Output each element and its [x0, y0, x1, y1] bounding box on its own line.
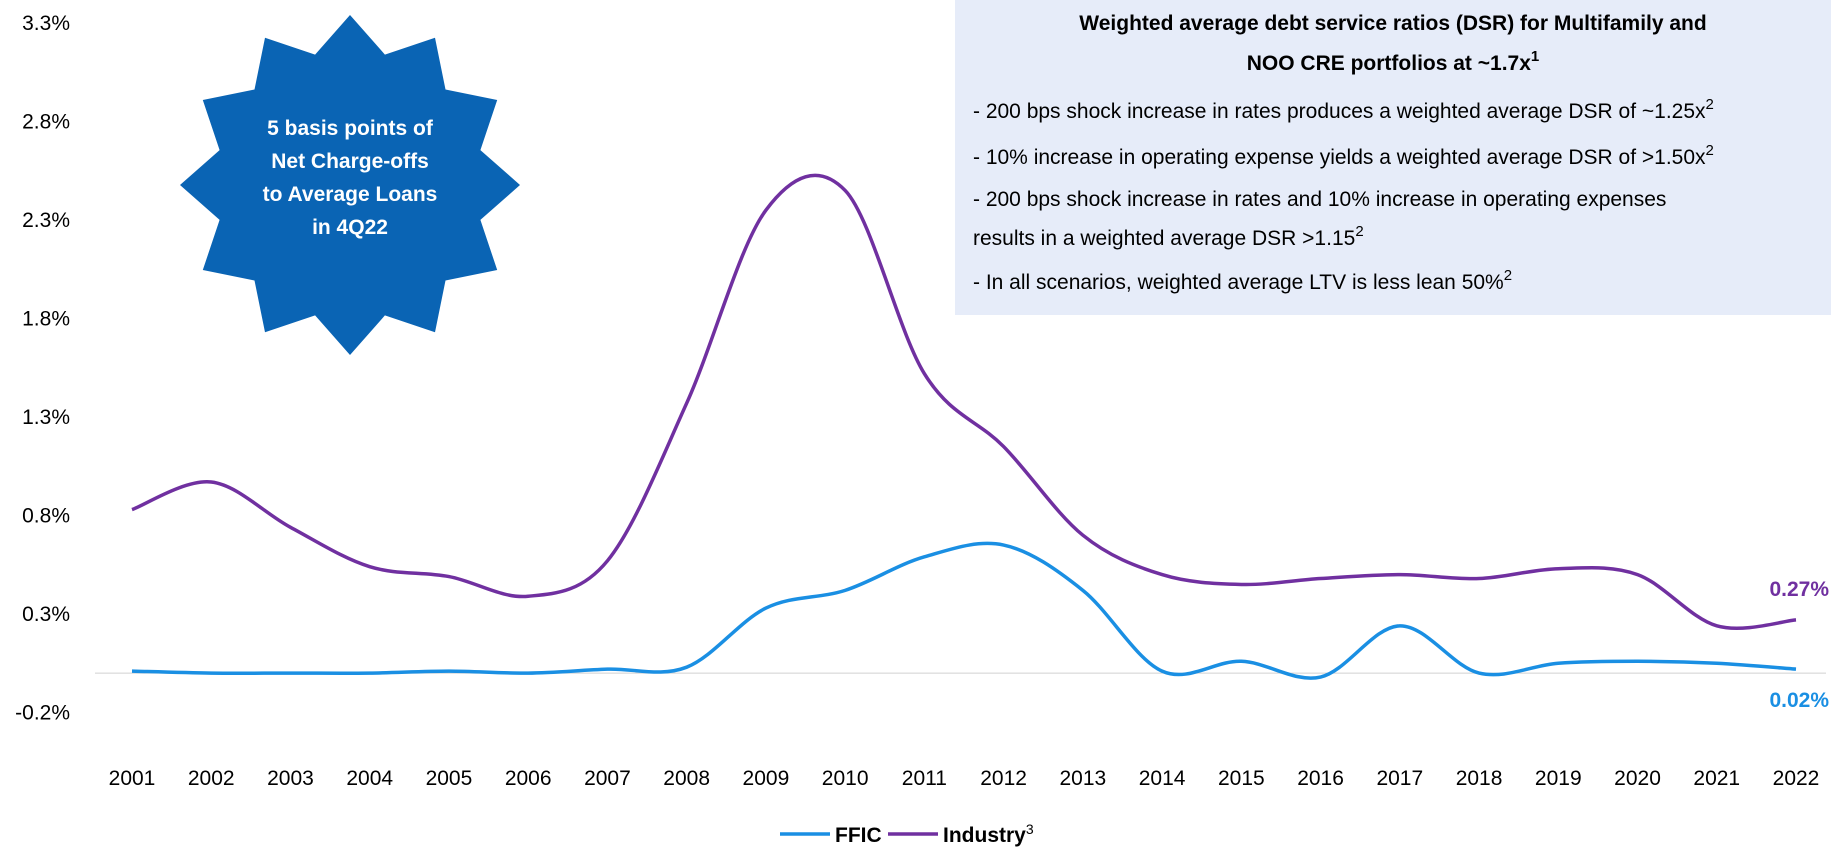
x-tick-label: 2017 [1376, 767, 1423, 790]
info-line: - 200 bps shock increase in rates produc… [973, 100, 1706, 123]
superscript: 1 [1531, 48, 1539, 65]
x-tick-label: 2022 [1773, 767, 1820, 790]
callout-text: in 4Q22 [312, 216, 388, 239]
info-text: NOO CRE portfolios at ~1.7x1 [1247, 48, 1539, 75]
x-tick-label: 2009 [743, 767, 790, 790]
x-tick-label: 2006 [505, 767, 552, 790]
legend-footnote: 3 [1026, 821, 1034, 837]
y-tick-label: 0.3% [22, 603, 70, 626]
info-line: - 10% increase in operating expense yiel… [973, 146, 1706, 169]
info-text: - 200 bps shock increase in rates and 10… [973, 188, 1666, 211]
info-text: - In all scenarios, weighted average LTV… [973, 267, 1512, 294]
legend-label: FFIC [835, 824, 882, 847]
series-line [131, 173, 1797, 630]
info-text: results in a weighted average DSR >1.152 [973, 223, 1364, 250]
x-tick-label: 2012 [980, 767, 1027, 790]
y-tick-label: 0.8% [22, 505, 70, 528]
info-box [955, 0, 1831, 315]
y-tick-label: 2.3% [22, 209, 70, 232]
x-tick-label: 2004 [346, 767, 393, 790]
x-tick-label: 2010 [822, 767, 869, 790]
x-tick-label: 2014 [1139, 767, 1186, 790]
superscript: 2 [1504, 267, 1512, 284]
x-tick-label: 2003 [267, 767, 314, 790]
x-tick-label: 2013 [1059, 767, 1106, 790]
info-line: - 200 bps shock increase in rates and 10… [973, 188, 1666, 211]
legend-name: FFIC [835, 824, 882, 847]
y-tick-label: 2.8% [22, 111, 70, 134]
x-tick-label: 2007 [584, 767, 631, 790]
y-tick-label: 3.3% [22, 12, 70, 35]
x-tick-label: 2018 [1456, 767, 1503, 790]
info-line: results in a weighted average DSR >1.15 [973, 227, 1355, 250]
series-line [131, 541, 1797, 680]
x-tick-label: 2002 [188, 767, 235, 790]
callout-text: 5 basis points of [267, 117, 434, 140]
info-line: NOO CRE portfolios at ~1.7x [1247, 52, 1531, 75]
x-tick-label: 2021 [1693, 767, 1740, 790]
legend-label: Industry3 [943, 821, 1034, 847]
superscript: 2 [1706, 96, 1714, 113]
x-tick-label: 2015 [1218, 767, 1265, 790]
x-tick-label: 2005 [426, 767, 473, 790]
callout-text: Net Charge-offs [271, 150, 429, 173]
x-tick-label: 2008 [663, 767, 710, 790]
y-tick-label: -0.2% [15, 702, 70, 725]
y-tick-label: 1.8% [22, 308, 70, 331]
data-label: 0.02% [1769, 689, 1829, 712]
x-tick-label: 2020 [1614, 767, 1661, 790]
info-line: - In all scenarios, weighted average LTV… [973, 271, 1504, 294]
callout-text: to Average Loans [263, 183, 438, 206]
x-tick-label: 2019 [1535, 767, 1582, 790]
info-text: Weighted average debt service ratios (DS… [1079, 12, 1706, 35]
superscript: 2 [1706, 142, 1714, 159]
callout-star [180, 15, 520, 355]
y-tick-label: 1.3% [22, 406, 70, 429]
x-tick-label: 2016 [1297, 767, 1344, 790]
x-tick-label: 2001 [109, 767, 156, 790]
x-tick-label: 2011 [902, 767, 947, 790]
data-label: 0.27% [1769, 578, 1829, 601]
info-line: Weighted average debt service ratios (DS… [1079, 12, 1706, 35]
info-text: - 10% increase in operating expense yiel… [973, 142, 1714, 169]
superscript: 2 [1355, 223, 1363, 240]
legend-name: Industry [943, 824, 1026, 847]
info-text: - 200 bps shock increase in rates produc… [973, 96, 1714, 123]
